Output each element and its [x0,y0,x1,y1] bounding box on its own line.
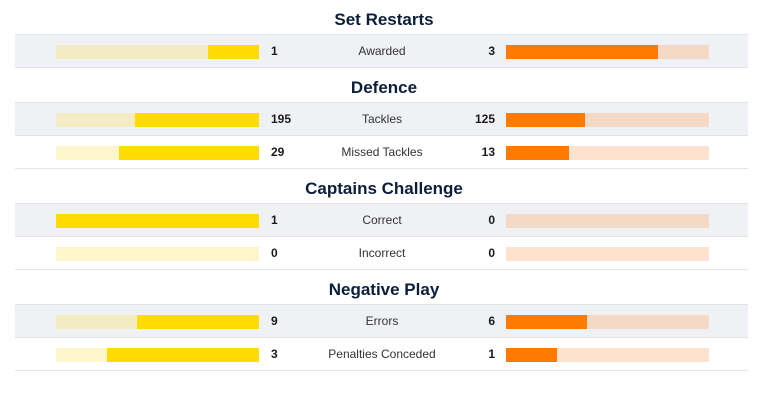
stat-label: Incorrect [358,246,406,260]
away-bar [506,113,709,127]
home-value: 29 [271,145,285,159]
home-value: 1 [271,44,278,58]
stat-row-incorrect: 0 Incorrect 0 [15,237,748,270]
stat-label: Missed Tackles [341,145,423,159]
section-set-restarts: Set Restarts 1 Awarded 3 [0,6,768,68]
home-bar-fill [56,214,259,228]
home-value: 9 [271,314,278,328]
away-value: 0 [488,213,495,227]
away-value: 6 [488,314,495,328]
section-title: Set Restarts [334,10,434,29]
stat-row-missed-tackles: 29 Missed Tackles 13 [15,136,748,169]
stat-label: Correct [362,213,402,227]
home-bar-fill [137,315,259,329]
home-value: 1 [271,213,278,227]
home-bar [56,113,259,127]
home-bar [56,315,259,329]
home-bar [56,247,259,261]
home-bar-fill [208,45,259,59]
home-bar [56,214,259,228]
section-defence: Defence 195 Tackles 125 29 Missed Tackle… [0,74,768,169]
home-value: 195 [271,112,292,126]
home-bar-fill [118,146,259,160]
away-value: 125 [474,112,495,126]
section-negative-play: Negative Play 9 Errors 6 3 Penalties Con… [0,276,768,371]
section-title: Negative Play [328,280,440,299]
stat-rows: 195 Tackles 125 29 Missed Tackles 13 [15,102,748,169]
away-bar-fill [506,45,659,59]
home-bar [56,45,259,59]
match-stats: Set Restarts 1 Awarded 3 Defence 195 Tac… [0,6,768,371]
stat-row-errors: 9 Errors 6 [15,305,748,338]
stat-rows: 9 Errors 6 3 Penalties Conceded 1 [15,304,748,371]
stat-rows: 1 Correct 0 0 Incorrect 0 [15,203,748,270]
stat-row-awarded: 1 Awarded 3 [15,35,748,68]
away-bar [506,214,709,228]
away-bar [506,247,709,261]
stat-row-penalties-conceded: 3 Penalties Conceded 1 [15,338,748,371]
away-value: 3 [488,44,495,58]
section-title: Defence [350,78,418,97]
away-bar [506,315,709,329]
home-value: 0 [271,246,278,260]
home-bar-fill [106,348,259,362]
stat-row-tackles: 195 Tackles 125 [15,103,748,136]
away-value: 1 [488,347,495,361]
away-bar-fill [506,315,588,329]
home-bar-fill [135,113,259,127]
away-bar [506,45,709,59]
stat-label: Errors [365,314,399,328]
home-bar [56,146,259,160]
stat-label: Penalties Conceded [328,347,436,361]
away-bar-fill [506,113,586,127]
stat-rows: 1 Awarded 3 [15,34,748,68]
away-value: 0 [488,246,495,260]
stat-label: Awarded [358,44,406,58]
away-bar-fill [506,348,557,362]
section-title: Captains Challenge [305,179,463,198]
stat-row-correct: 1 Correct 0 [15,204,748,237]
away-bar [506,348,709,362]
stat-label: Tackles [361,112,402,126]
home-bar [56,348,259,362]
away-bar [506,146,709,160]
home-value: 3 [271,347,278,361]
away-bar-fill [506,146,569,160]
away-value: 13 [481,145,495,159]
section-captains-challenge: Captains Challenge 1 Correct 0 0 Incorre… [0,175,768,270]
